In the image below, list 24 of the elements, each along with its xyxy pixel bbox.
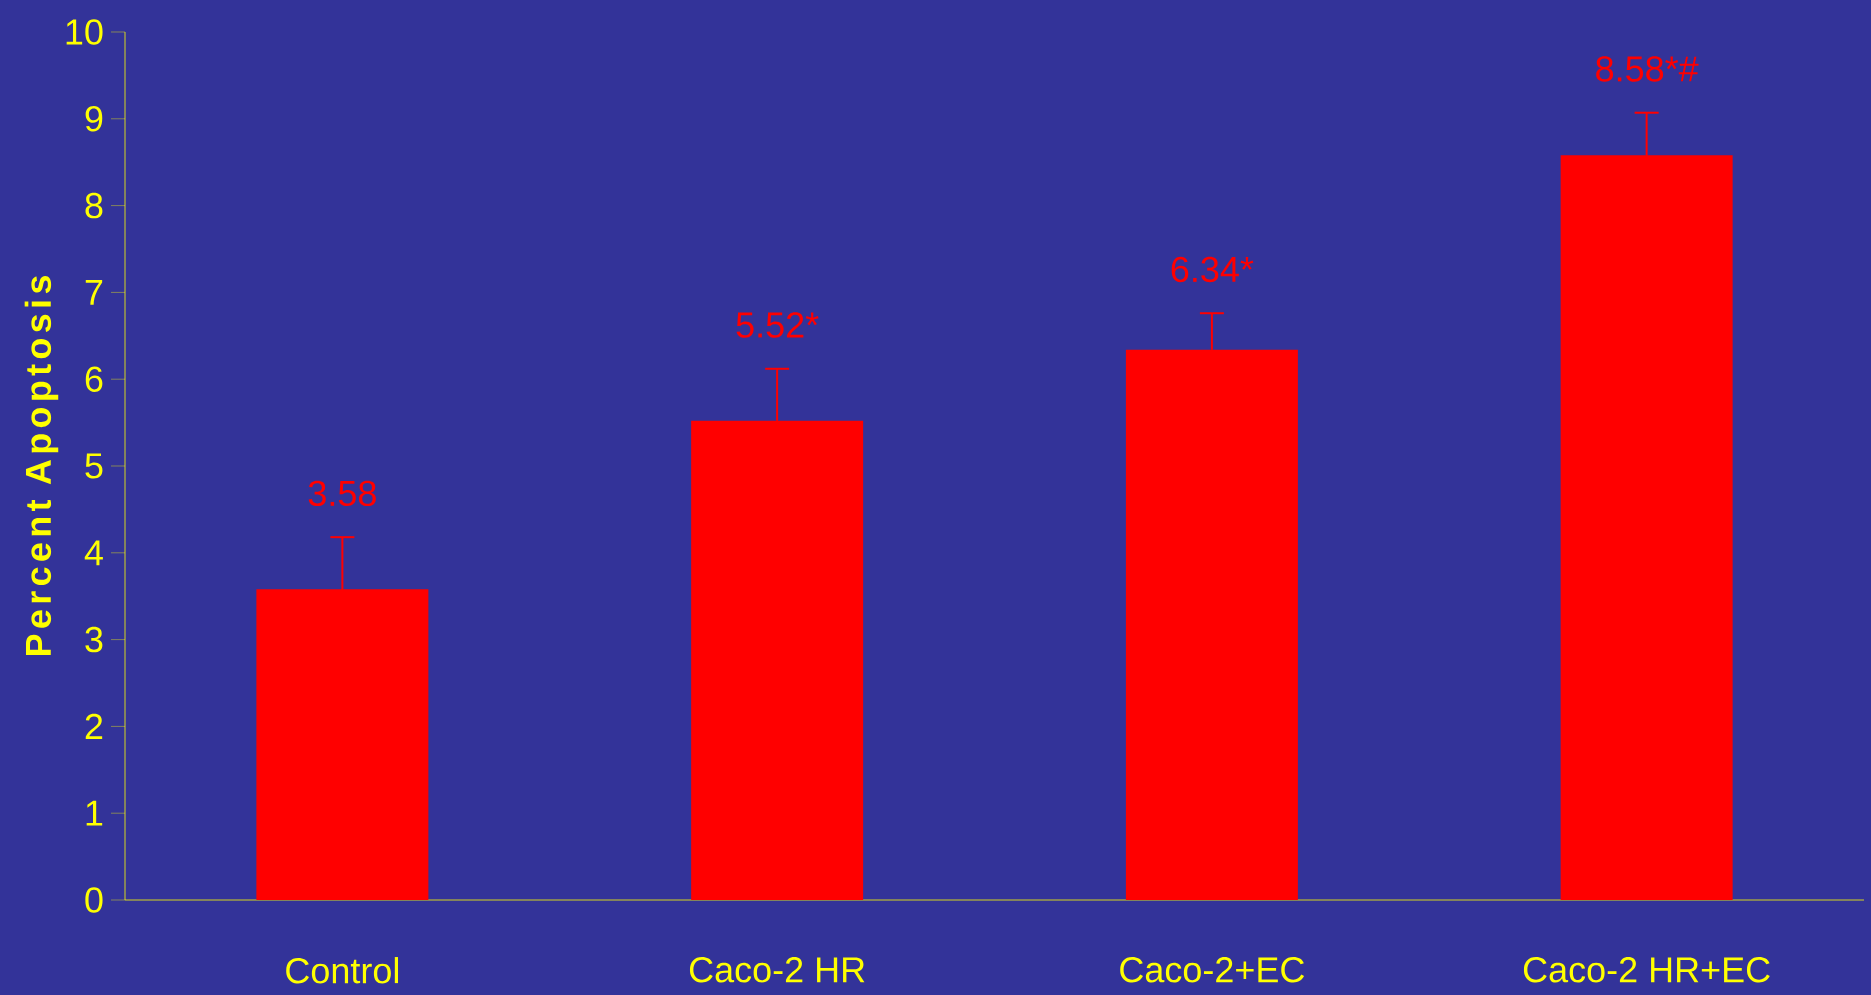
bar	[1125, 349, 1298, 900]
y-tick-label: 7	[85, 280, 103, 305]
y-tick-label: 5	[85, 453, 103, 479]
bar	[1560, 155, 1733, 900]
data-label: 6.34*	[1171, 256, 1254, 283]
y-tick-label: 6	[85, 366, 103, 392]
y-tick-label: 0	[85, 887, 103, 913]
data-label: 5.52*	[736, 312, 819, 338]
y-tick-label: 1	[86, 800, 103, 826]
y-tick-label: 4	[84, 540, 103, 566]
y-tick-label: 9	[85, 106, 103, 132]
x-tick-label: Caco-2 HR+EC	[1523, 957, 1770, 983]
y-axis-title: Percent Apoptosis	[24, 276, 59, 656]
x-tick-label: Control	[286, 957, 398, 984]
x-tick-label: Caco-2+EC	[1120, 957, 1305, 983]
y-tick-label: 10	[66, 19, 103, 45]
x-tick-label: Caco-2 HR	[689, 957, 865, 983]
bar	[691, 420, 864, 900]
data-label: 8.58*#	[1596, 56, 1699, 82]
y-tick-label: 3	[85, 626, 103, 653]
y-tick-label: 2	[85, 713, 103, 739]
bar	[256, 589, 429, 900]
y-tick-label: 8	[85, 192, 103, 219]
data-label: 3.58	[308, 480, 376, 507]
